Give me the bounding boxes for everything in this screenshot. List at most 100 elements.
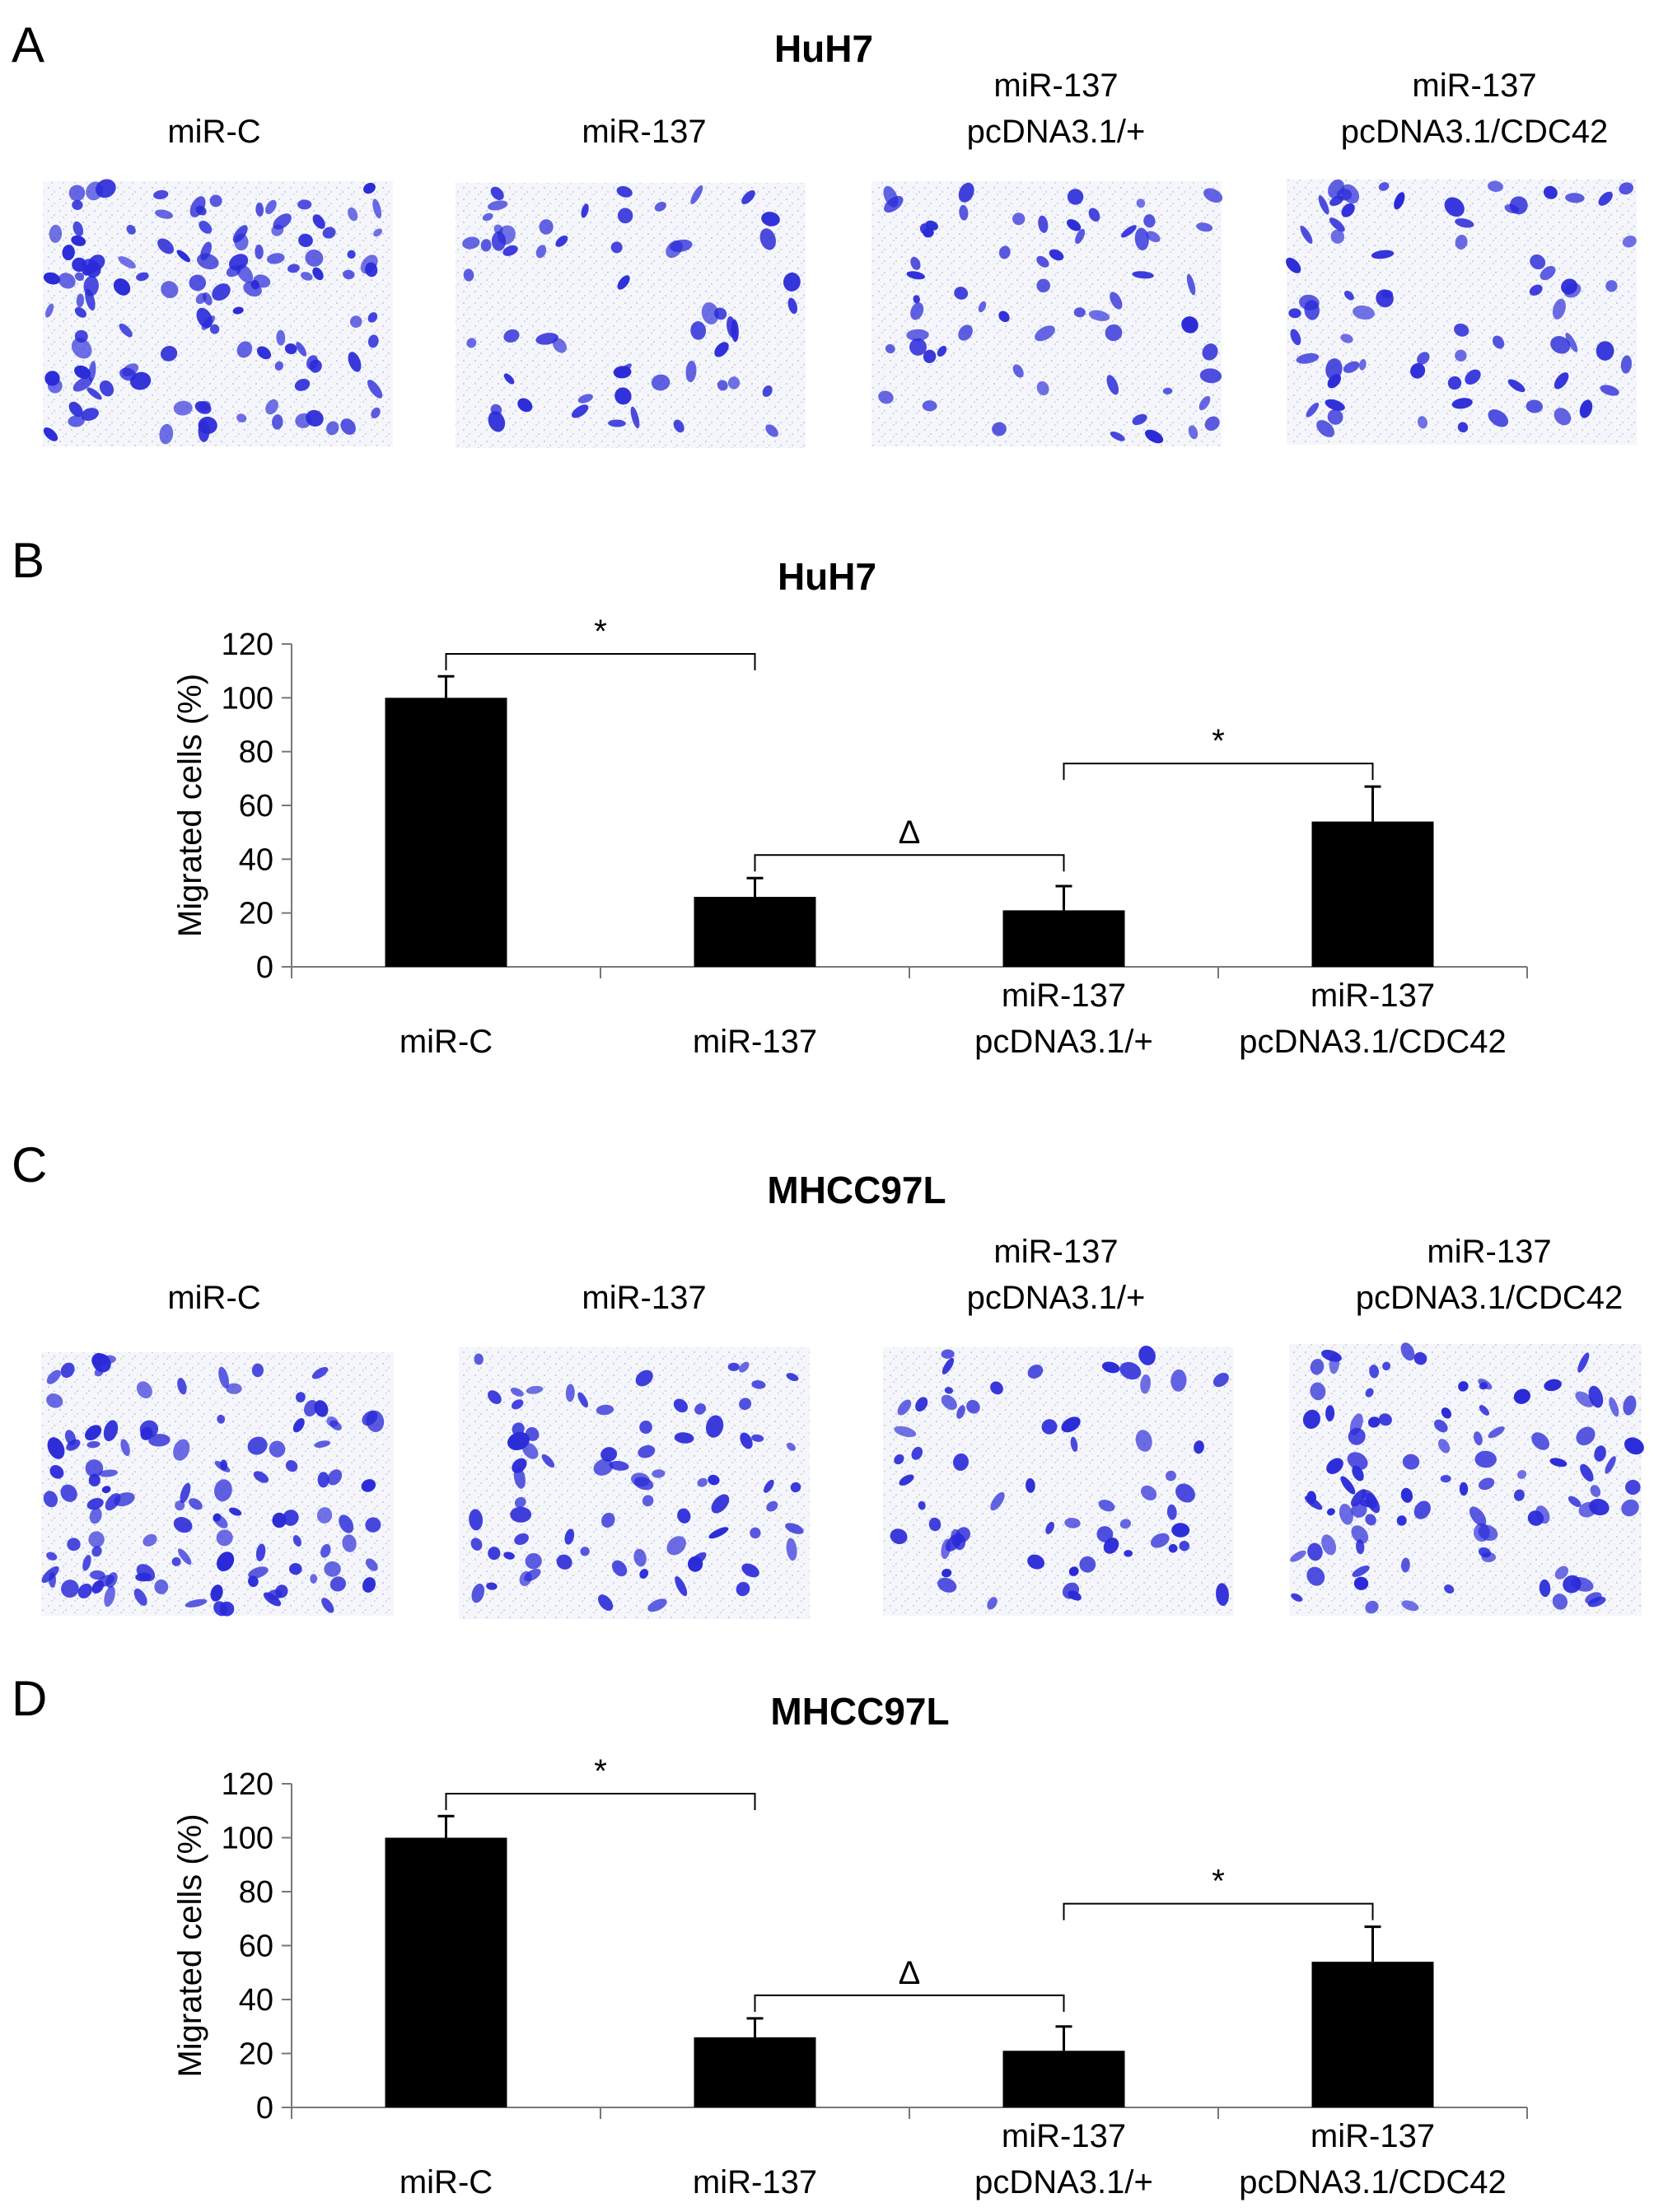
stained-cell bbox=[1493, 335, 1505, 349]
significance-symbol: * bbox=[594, 614, 607, 650]
stained-cell bbox=[88, 1531, 105, 1548]
stained-cell bbox=[297, 199, 312, 210]
stained-cell bbox=[1188, 425, 1198, 440]
stained-cell bbox=[762, 385, 773, 397]
stained-cell bbox=[1513, 1388, 1531, 1404]
stained-cell bbox=[314, 1440, 331, 1448]
stained-cell bbox=[1168, 1543, 1178, 1553]
stained-cell bbox=[310, 1574, 318, 1584]
stained-cell bbox=[941, 1568, 952, 1578]
stained-cell bbox=[1621, 1499, 1639, 1517]
stained-cell bbox=[253, 1471, 269, 1483]
stained-cell bbox=[1306, 1491, 1317, 1504]
stained-cell bbox=[326, 1416, 339, 1427]
stained-cell bbox=[120, 1439, 130, 1457]
stained-cell bbox=[371, 407, 381, 419]
x-tick-label-4: miR-137 pcDNA3.1/CDC42 bbox=[1239, 978, 1507, 1060]
stained-cell bbox=[600, 1447, 618, 1462]
stained-cell bbox=[88, 361, 96, 382]
stained-cell bbox=[189, 1498, 203, 1510]
stained-cell bbox=[677, 1508, 691, 1524]
stained-cell bbox=[367, 334, 379, 348]
stained-cell bbox=[1212, 1372, 1229, 1388]
significance-symbol: Δ bbox=[899, 814, 921, 851]
stained-cell bbox=[1576, 1426, 1596, 1446]
stained-cell bbox=[272, 1512, 287, 1528]
stained-cell bbox=[1088, 310, 1110, 321]
stained-cell bbox=[601, 1512, 615, 1528]
stained-cell bbox=[1413, 1500, 1431, 1519]
panel-a-label-4: miR-137 pcDNA3.1/CDC42 bbox=[1340, 68, 1609, 150]
stained-cell bbox=[463, 268, 474, 282]
stained-cell bbox=[1194, 1440, 1204, 1454]
stained-cell bbox=[1394, 192, 1405, 210]
stained-cell bbox=[617, 275, 630, 290]
stained-cell bbox=[564, 1528, 575, 1545]
stained-cell bbox=[1531, 1432, 1550, 1450]
stained-cell bbox=[959, 204, 969, 221]
stained-cell bbox=[609, 1460, 629, 1471]
stained-cell bbox=[177, 1548, 192, 1566]
stained-cell bbox=[708, 1527, 729, 1539]
bar-3 bbox=[1002, 910, 1125, 967]
stained-cell bbox=[173, 1439, 190, 1461]
micrograph-8 bbox=[1289, 1342, 1644, 1616]
stained-cell bbox=[751, 1434, 764, 1442]
stained-cell bbox=[1120, 225, 1137, 238]
stained-cell bbox=[750, 1527, 761, 1539]
stained-cell bbox=[466, 338, 477, 348]
stained-cell bbox=[1101, 1361, 1120, 1374]
stained-cell bbox=[274, 361, 283, 371]
stained-cell bbox=[1330, 229, 1345, 244]
stained-cell bbox=[160, 346, 178, 362]
x-tick-label-1: miR-C bbox=[399, 1024, 493, 1060]
stained-cell bbox=[514, 1496, 526, 1508]
stained-cell bbox=[1181, 316, 1198, 334]
stained-cell bbox=[339, 1514, 354, 1533]
stained-cell bbox=[580, 1547, 590, 1556]
stained-cell bbox=[998, 310, 1010, 323]
stained-cell bbox=[1075, 228, 1086, 245]
chart-title: HuH7 bbox=[778, 555, 876, 598]
stained-cell bbox=[761, 212, 780, 226]
stained-cell bbox=[317, 1472, 329, 1488]
x-tick-label-2: miR-137 bbox=[693, 1024, 817, 1060]
stained-cell bbox=[1124, 1550, 1133, 1557]
stained-cell bbox=[143, 1533, 157, 1547]
bracket-line bbox=[754, 854, 1065, 872]
stained-cell bbox=[1327, 408, 1343, 425]
stained-cell bbox=[236, 341, 253, 358]
stained-cell bbox=[85, 1459, 104, 1477]
stained-cell bbox=[285, 1459, 298, 1472]
stained-cell bbox=[99, 1469, 119, 1477]
stained-cell bbox=[1530, 254, 1546, 270]
stained-cell bbox=[103, 1420, 119, 1442]
stained-cell bbox=[1529, 284, 1543, 296]
stained-cell bbox=[296, 342, 307, 357]
stained-cell bbox=[1198, 395, 1211, 411]
stained-cell bbox=[373, 228, 383, 237]
stained-cell bbox=[267, 253, 285, 264]
stained-cell bbox=[885, 343, 895, 354]
stained-cell bbox=[1106, 375, 1119, 395]
stained-cell bbox=[639, 1569, 649, 1579]
stained-cell bbox=[1451, 398, 1473, 409]
stained-cell bbox=[1400, 1342, 1415, 1361]
micrograph-3 bbox=[871, 181, 1223, 446]
stained-cell bbox=[1119, 1519, 1132, 1529]
stained-cell bbox=[1027, 1554, 1045, 1570]
stained-cell bbox=[1318, 195, 1329, 215]
stained-cell bbox=[555, 235, 568, 247]
stained-cell bbox=[273, 213, 292, 230]
stained-cell bbox=[91, 1546, 102, 1557]
stained-cell bbox=[884, 195, 904, 213]
stained-cell bbox=[911, 1446, 923, 1460]
stained-cell bbox=[510, 1387, 524, 1397]
stained-cell bbox=[122, 363, 139, 376]
stained-cell bbox=[198, 416, 217, 435]
stained-cell bbox=[276, 329, 286, 346]
stained-cell bbox=[74, 307, 86, 318]
bracket-line bbox=[445, 1793, 756, 1810]
chart-huh7: HuH7 Migrated cells (%) 0 20 40 60 80 100 120 miR… bbox=[172, 555, 1528, 1060]
panel-a-label-1: miR-C bbox=[167, 114, 261, 150]
